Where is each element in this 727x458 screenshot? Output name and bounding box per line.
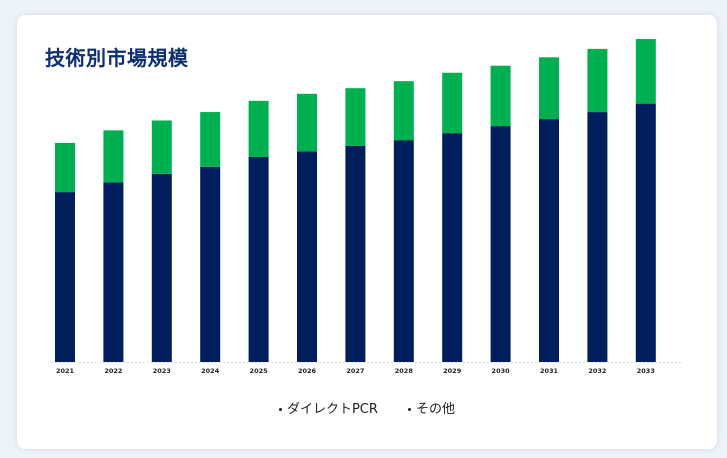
bar-direct-pcr-2026 bbox=[297, 151, 317, 362]
x-tick-label: 2027 bbox=[346, 367, 364, 375]
bar-direct-pcr-2028 bbox=[393, 140, 414, 362]
bar-other-2021 bbox=[55, 142, 75, 193]
x-tick-label: 2030 bbox=[492, 367, 511, 375]
x-tick-label: 2031 bbox=[540, 367, 559, 375]
legend-item-direct-pcr: ダイレクトPCR bbox=[278, 398, 378, 417]
chart-title: 技術別市場規模 bbox=[45, 46, 189, 70]
bar-direct-pcr-2030 bbox=[490, 126, 511, 362]
bar-direct-pcr-2023 bbox=[151, 173, 172, 362]
x-tick-label: 2021 bbox=[56, 367, 75, 375]
x-tick-label: 2023 bbox=[153, 367, 171, 375]
bar-other-2024 bbox=[200, 112, 221, 167]
legend-bullet bbox=[408, 408, 412, 411]
bar-other-2026 bbox=[297, 93, 317, 152]
bar-other-2025 bbox=[248, 100, 269, 157]
legend-label: その他 bbox=[416, 402, 456, 417]
bar-other-2032 bbox=[587, 48, 608, 113]
bar-direct-pcr-2029 bbox=[442, 133, 463, 362]
x-tick-label: 2022 bbox=[104, 367, 122, 375]
bar-direct-pcr-2027 bbox=[345, 145, 366, 362]
x-tick-label: 2025 bbox=[250, 367, 269, 375]
chart-card: 技術別市場規模 2021 2022 2023 2024 2025 2026 2027 2028… bbox=[17, 15, 717, 449]
bar-direct-pcr-2032 bbox=[587, 112, 608, 362]
bar-direct-pcr-2024 bbox=[200, 166, 221, 362]
x-tick-label: 2028 bbox=[395, 367, 414, 375]
legend-bullet bbox=[278, 408, 282, 411]
x-tick-label: 2029 bbox=[443, 367, 462, 375]
x-tick-label: 2033 bbox=[637, 367, 655, 375]
bar-direct-pcr-2022 bbox=[103, 182, 124, 362]
bar-direct-pcr-2031 bbox=[539, 119, 559, 363]
legend-label: ダイレクトPCR bbox=[286, 402, 378, 417]
bar-other-2031 bbox=[539, 57, 559, 120]
bar-direct-pcr-2021 bbox=[55, 192, 75, 362]
bar-other-2029 bbox=[442, 72, 463, 134]
bar-other-2028 bbox=[393, 81, 414, 141]
bar-other-2027 bbox=[345, 88, 366, 146]
legend-item-other: その他 bbox=[408, 398, 455, 417]
bar-other-2030 bbox=[490, 65, 511, 127]
bar-direct-pcr-2025 bbox=[248, 156, 269, 362]
x-tick-label: 2024 bbox=[201, 367, 220, 375]
stacked-bar-chart: 2021 2022 2023 2024 2025 2026 2027 2028 2029 2030… bbox=[51, 39, 683, 375]
chart-legend: ダイレクトPCR その他 bbox=[17, 398, 717, 417]
bar-other-2022 bbox=[103, 130, 124, 183]
bar-other-2033 bbox=[635, 39, 656, 104]
bar-other-2023 bbox=[151, 120, 172, 174]
x-tick-label: 2026 bbox=[298, 367, 317, 375]
x-tick-label: 2032 bbox=[588, 367, 606, 375]
bar-direct-pcr-2033 bbox=[635, 103, 656, 362]
